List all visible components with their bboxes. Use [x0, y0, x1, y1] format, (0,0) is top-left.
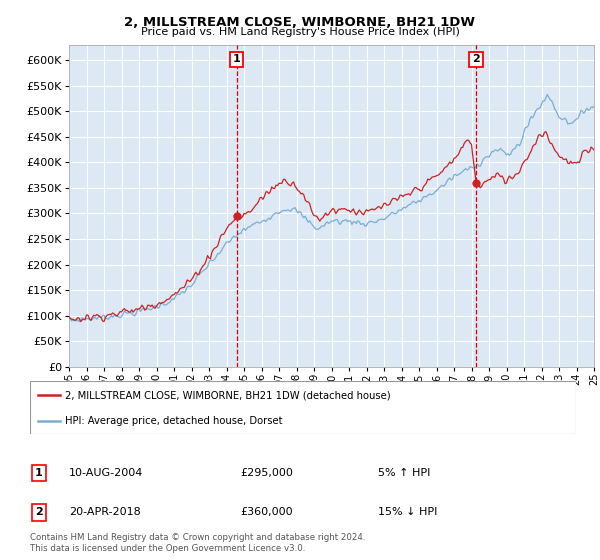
Text: 1: 1 [35, 468, 43, 478]
Text: 2, MILLSTREAM CLOSE, WIMBORNE, BH21 1DW (detached house): 2, MILLSTREAM CLOSE, WIMBORNE, BH21 1DW … [65, 390, 391, 400]
Text: Contains HM Land Registry data © Crown copyright and database right 2024.
This d: Contains HM Land Registry data © Crown c… [30, 533, 365, 553]
Text: 2: 2 [35, 507, 43, 517]
Text: HPI: Average price, detached house, Dorset: HPI: Average price, detached house, Dors… [65, 416, 283, 426]
Text: 1: 1 [233, 54, 241, 64]
Text: 10-AUG-2004: 10-AUG-2004 [69, 468, 143, 478]
Text: 5% ↑ HPI: 5% ↑ HPI [378, 468, 430, 478]
Text: 2: 2 [472, 54, 480, 64]
Text: 15% ↓ HPI: 15% ↓ HPI [378, 507, 437, 517]
Text: Price paid vs. HM Land Registry's House Price Index (HPI): Price paid vs. HM Land Registry's House … [140, 27, 460, 37]
Text: £360,000: £360,000 [240, 507, 293, 517]
Text: £295,000: £295,000 [240, 468, 293, 478]
Text: 2, MILLSTREAM CLOSE, WIMBORNE, BH21 1DW: 2, MILLSTREAM CLOSE, WIMBORNE, BH21 1DW [125, 16, 476, 29]
Text: 20-APR-2018: 20-APR-2018 [69, 507, 141, 517]
